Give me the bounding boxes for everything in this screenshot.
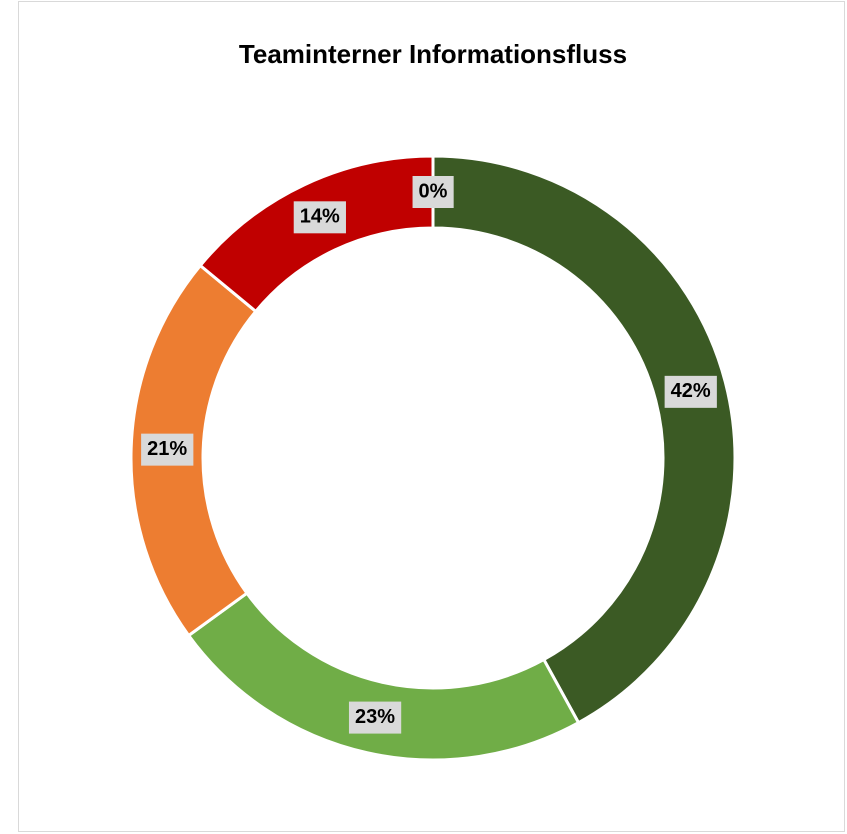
- data-label-background: [293, 201, 346, 234]
- data-label: 14%: [300, 206, 340, 228]
- data-label: 21%: [147, 438, 187, 460]
- data-label: 42%: [671, 380, 711, 402]
- chart-title: Teaminterner Informationsfluss: [239, 39, 627, 69]
- data-label-background: [664, 375, 717, 408]
- data-label-background: [141, 433, 194, 466]
- data-label: 0%: [419, 180, 448, 202]
- data-label-background: [412, 176, 454, 208]
- data-label: 23%: [355, 706, 395, 728]
- donut-slice: [431, 154, 737, 725]
- data-label-background: [348, 701, 402, 734]
